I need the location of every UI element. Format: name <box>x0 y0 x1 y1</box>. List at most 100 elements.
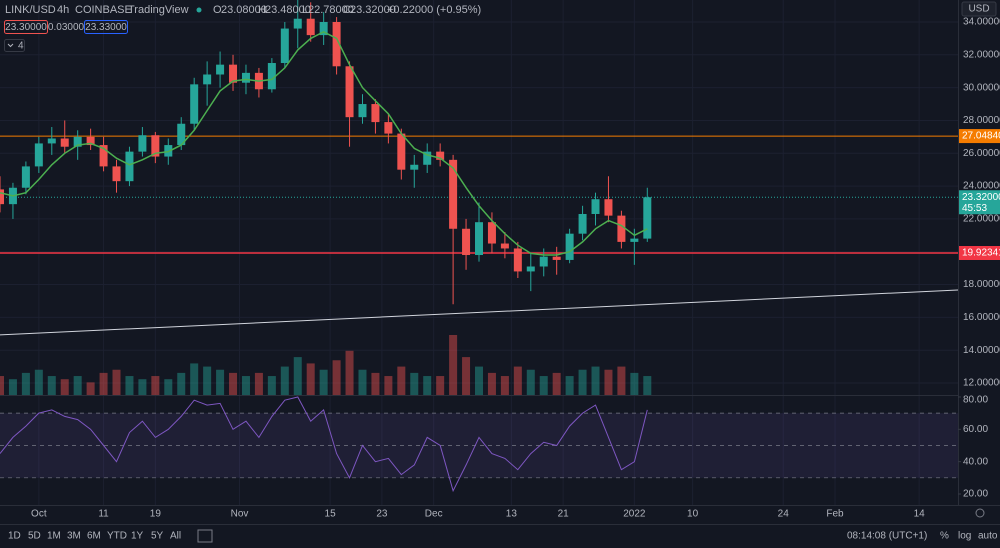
rsi-line <box>0 396 648 493</box>
range-button[interactable]: 5Y <box>151 531 164 542</box>
rsi-band <box>0 413 958 478</box>
candle-body <box>423 151 432 165</box>
volume-bar <box>319 369 328 395</box>
volume-bar <box>241 376 250 395</box>
candle-body <box>86 136 95 146</box>
candle-body <box>319 21 328 36</box>
header: LINK/USD 4h COINBASE TradingView O 23.08… <box>4 4 481 52</box>
volume-bar <box>526 369 535 395</box>
candle-body <box>216 64 225 75</box>
candle-body <box>60 138 69 147</box>
volume-bar <box>60 379 69 395</box>
candle-body <box>500 243 509 249</box>
candle-body <box>293 18 302 29</box>
candle-body <box>539 256 548 267</box>
x-tick-label: 13 <box>506 509 518 520</box>
candle-body <box>280 28 289 64</box>
exchange: COINBASE <box>75 4 132 16</box>
close-value: 23.32000 <box>350 4 396 16</box>
x-tick-label: 24 <box>778 509 790 520</box>
candle-body <box>73 136 82 147</box>
volume-bar <box>164 379 173 395</box>
candle-body <box>578 213 587 234</box>
indicators-toggle[interactable] <box>4 39 25 52</box>
volume-bar <box>203 366 212 395</box>
volume-bar <box>604 369 613 395</box>
symbol[interactable]: LINK/USD <box>5 4 56 16</box>
source: TradingView <box>128 4 189 16</box>
rsi-pane <box>0 395 958 493</box>
level-tag <box>959 245 1000 260</box>
auto-toggle[interactable]: auto <box>978 531 998 542</box>
interval[interactable]: 4h <box>57 4 69 16</box>
volume-bar <box>552 372 561 395</box>
level-label: 27.04840 <box>962 131 1000 142</box>
volume-bar <box>345 350 354 395</box>
volume-bar <box>332 360 341 395</box>
range-button[interactable]: 3M <box>67 531 81 542</box>
range-button[interactable]: 5D <box>28 531 41 542</box>
currency-button[interactable] <box>961 1 997 17</box>
x-tick-label: Feb <box>826 509 844 520</box>
range-button[interactable]: 1M <box>47 531 61 542</box>
range-button[interactable]: 6M <box>87 531 101 542</box>
axes: Oct 11 19 Nov 15 23 Dec 13 21 2022 10 24 Feb 14 34.000… <box>31 17 1000 520</box>
volume-bar <box>565 376 574 395</box>
x-tick-label: 2022 <box>623 509 646 520</box>
volume-bar <box>254 372 263 395</box>
range-button[interactable]: 1D <box>8 531 21 542</box>
percent-toggle[interactable]: % <box>940 531 949 542</box>
chevron-icon <box>7 43 14 48</box>
currency: USD <box>968 4 989 15</box>
candle-body <box>487 222 496 244</box>
settings-icon[interactable] <box>975 508 985 518</box>
volume-bar <box>306 363 315 395</box>
x-tick-label: 23 <box>376 509 388 520</box>
level-tag <box>959 129 1000 144</box>
candle-body <box>0 189 4 205</box>
low-label: L <box>302 4 308 16</box>
date-range-icon[interactable] <box>197 529 213 543</box>
volume-bar <box>410 372 419 395</box>
volume-bar <box>216 369 225 395</box>
range-button[interactable]: 1Y <box>131 531 144 542</box>
last-price-tag <box>959 190 1000 215</box>
range-button[interactable]: All <box>170 531 181 542</box>
candle-body <box>138 135 147 152</box>
candle-body <box>552 256 561 260</box>
volume-bar <box>436 376 445 395</box>
candle-body <box>462 228 471 256</box>
volume-bar <box>47 376 56 395</box>
clock: 08:14:08 (UTC+1) <box>847 531 927 542</box>
sell-button[interactable] <box>4 20 48 34</box>
x-tick-label: Oct <box>31 509 47 520</box>
buy-button[interactable] <box>84 20 128 34</box>
volume-bar <box>500 376 509 395</box>
x-tick-label: 15 <box>325 509 337 520</box>
volume-bar <box>462 357 471 395</box>
candle-body <box>410 164 419 170</box>
log-toggle[interactable]: log <box>958 531 971 542</box>
x-tick-label: 10 <box>687 509 699 520</box>
volume-bar <box>151 376 160 395</box>
candle-body <box>34 143 43 167</box>
candle-body <box>371 104 380 123</box>
candle-body <box>604 199 613 216</box>
candle-body <box>643 197 652 239</box>
candle-body <box>47 138 56 144</box>
x-tick-label: 21 <box>558 509 570 520</box>
volume-bar <box>475 366 483 395</box>
bid: 23.30000 <box>5 22 47 33</box>
candle-body <box>306 18 315 36</box>
candle-body <box>151 135 160 157</box>
x-tick-label: Nov <box>231 509 249 520</box>
range-button[interactable]: YTD <box>107 531 127 542</box>
ask: 23.33000 <box>85 22 127 33</box>
volume-bar <box>99 372 108 395</box>
